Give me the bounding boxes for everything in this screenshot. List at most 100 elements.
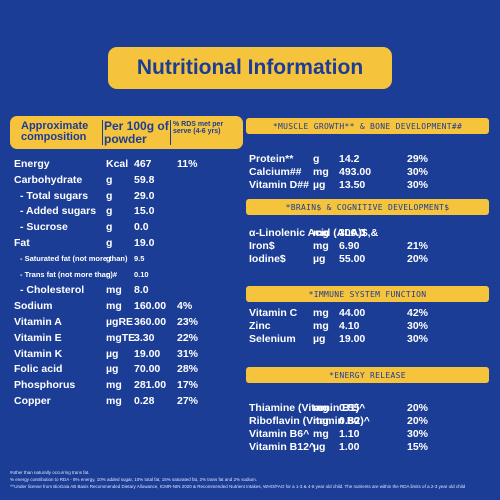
nutrient-name: - Saturated fat (not more than) bbox=[20, 253, 128, 263]
nutrient-value: 29.0 bbox=[134, 189, 155, 202]
nutrient-pct: 20% bbox=[407, 253, 429, 265]
nutrient-unit: mg bbox=[313, 415, 329, 427]
nutrient-value: 0.28 bbox=[134, 395, 155, 407]
nutrient-name: Fat bbox=[14, 237, 30, 249]
nutrient-pct: 30% bbox=[407, 428, 429, 440]
nutrient-value: 8.0 bbox=[134, 284, 149, 297]
nutrient-row: Energy Kcal 467 11% bbox=[14, 157, 244, 171]
nutrient-value: 4.10 bbox=[339, 320, 360, 332]
nutrient-value: 0.80 bbox=[339, 415, 360, 427]
nutrient-unit: g bbox=[106, 253, 111, 263]
nutrient-pct: 30% bbox=[407, 166, 429, 178]
nutrient-name: - Cholesterol bbox=[20, 284, 85, 297]
nutrient-row: Vitamin B6^ mg 1.10 30% bbox=[249, 427, 489, 441]
nutrient-unit: mg bbox=[313, 307, 329, 319]
nutrient-name: Calcium## bbox=[249, 166, 302, 178]
nutrient-pct: 30% bbox=[407, 333, 429, 345]
nutrient-pct: 20% bbox=[407, 415, 429, 427]
nutrient-value: 0.0 bbox=[134, 221, 149, 234]
nutrient-row: Zinc mg 4.10 30% bbox=[249, 319, 489, 333]
nutrient-name: - Total sugars bbox=[20, 189, 89, 202]
nutrient-unit: µg bbox=[313, 333, 326, 345]
nutrient-row: Calcium## mg 493.00 30% bbox=[249, 165, 489, 179]
nutrient-unit: g bbox=[106, 269, 111, 279]
nutrient-unit: µg bbox=[313, 441, 326, 453]
nutrient-value: 467 bbox=[134, 158, 152, 170]
nutrient-value: 19.00 bbox=[339, 333, 366, 345]
header-divider bbox=[102, 120, 103, 145]
nutrient-row: Vitamin C mg 44.00 42% bbox=[249, 306, 489, 320]
nutrient-pct: 30% bbox=[407, 179, 429, 191]
nutrient-pct: 21% bbox=[407, 240, 429, 252]
nutrient-name: Energy bbox=[14, 158, 50, 170]
footnote: #other than naturally occurring trans fa… bbox=[10, 470, 90, 475]
nutrient-name: Protein** bbox=[249, 153, 294, 165]
nutrient-row: - Saturated fat (not more than) g 9.5 bbox=[14, 252, 244, 266]
section-title: *BRAIN$ & COGNITIVE DEVELOPMENT$ bbox=[246, 199, 489, 215]
nutrient-unit: g bbox=[106, 189, 113, 202]
nutrient-pct: 30% bbox=[407, 320, 429, 332]
nutrient-row: α-Linolenic Acid (ALA)$,& mg 300.0 bbox=[249, 226, 489, 240]
nutrient-value: 9.5 bbox=[134, 253, 145, 263]
nutrient-unit: mg bbox=[313, 402, 329, 414]
nutrient-name: Sodium bbox=[14, 300, 53, 313]
nutrient-unit: mg bbox=[106, 379, 122, 392]
nutrient-value: 360.00 bbox=[134, 316, 167, 328]
nutrient-row: Folic acid µg 70.00 28% bbox=[14, 362, 244, 376]
nutrient-row: Copper mg 0.28 27% bbox=[14, 394, 244, 408]
nutrient-row: Protein** g 14.2 29% bbox=[249, 152, 489, 166]
nutrient-unit: mg bbox=[313, 166, 329, 178]
nutrient-unit: mg bbox=[313, 240, 329, 252]
nutrient-row: Riboflavin (Vitamin B2)^ mg 0.80 20% bbox=[249, 414, 489, 428]
nutrient-pct: 22% bbox=[177, 331, 199, 344]
nutrient-value: 14.2 bbox=[339, 153, 360, 165]
nutrient-name: Copper bbox=[14, 395, 51, 407]
nutrient-unit: mg bbox=[106, 284, 122, 297]
nutrient-row: Vitamin K µg 19.00 31% bbox=[14, 347, 244, 361]
nutrient-row: Sodium mg 160.00 4% bbox=[14, 299, 244, 313]
nutrient-pct: 23% bbox=[177, 316, 199, 328]
nutrient-row: Fat g 19.0 bbox=[14, 236, 244, 250]
nutrient-row: Vitamin E mgTE 3.30 22% bbox=[14, 331, 244, 345]
nutrient-unit: g bbox=[106, 173, 113, 186]
nutrient-value: 300.0 bbox=[339, 227, 366, 239]
nutrient-name: - Sucrose bbox=[20, 221, 68, 234]
nutrient-name: - Trans fat (not more than)# bbox=[20, 269, 118, 279]
nutrient-name: Zinc bbox=[249, 320, 271, 332]
section-title: *ENERGY RELEASE bbox=[246, 367, 489, 383]
nutrient-row: Vitamin B12^ µg 1.00 15% bbox=[249, 440, 489, 454]
nutrient-value: 0.55 bbox=[339, 402, 360, 414]
nutrient-name: Iodine$ bbox=[249, 253, 286, 265]
nutrient-value: 1.10 bbox=[339, 428, 360, 440]
nutrient-pct: 28% bbox=[177, 363, 199, 376]
nutrient-pct: 29% bbox=[407, 153, 429, 165]
nutrient-row: Vitamin A µgRE 360.00 23% bbox=[14, 315, 244, 329]
nutrient-name: - Added sugars bbox=[20, 205, 97, 218]
nutrient-name: Vitamin B6^ bbox=[249, 428, 310, 440]
nutrient-value: 6.90 bbox=[339, 240, 360, 252]
nutrient-name: Folic acid bbox=[14, 363, 63, 376]
nutrient-row: Vitamin D## µg 13.50 30% bbox=[249, 178, 489, 192]
nutrient-row: Iron$ mg 6.90 21% bbox=[249, 239, 489, 253]
nutrient-pct: 31% bbox=[177, 347, 199, 360]
nutrient-unit: µg bbox=[106, 363, 119, 376]
nutrient-unit: mg bbox=[313, 428, 329, 440]
nutrient-value: 0.10 bbox=[134, 269, 149, 279]
nutrient-pct: 20% bbox=[407, 402, 429, 414]
nutrient-value: 59.8 bbox=[134, 173, 155, 186]
nutrient-row: - Trans fat (not more than)# g 0.10 bbox=[14, 268, 244, 282]
nutrient-name: Vitamin A bbox=[14, 316, 62, 328]
nutrient-name: Phosphorus bbox=[14, 379, 76, 392]
nutrient-name: Vitamin K bbox=[14, 347, 63, 360]
nutrient-value: 70.00 bbox=[134, 363, 161, 376]
nutrient-name: α-Linolenic Acid (ALA)$,& bbox=[249, 227, 379, 239]
nutrient-unit: mgTE bbox=[106, 331, 136, 344]
nutrient-value: 1.00 bbox=[339, 441, 360, 453]
nutrient-value: 19.0 bbox=[134, 237, 155, 249]
nutrient-unit: µg bbox=[313, 253, 326, 265]
nutrient-value: 493.00 bbox=[339, 166, 372, 178]
nutrient-unit: mg bbox=[313, 320, 329, 332]
nutrient-row: - Cholesterol mg 8.0 bbox=[14, 283, 244, 297]
nutrient-unit: mg bbox=[313, 227, 329, 239]
nutrient-name: Vitamin C bbox=[249, 307, 298, 319]
